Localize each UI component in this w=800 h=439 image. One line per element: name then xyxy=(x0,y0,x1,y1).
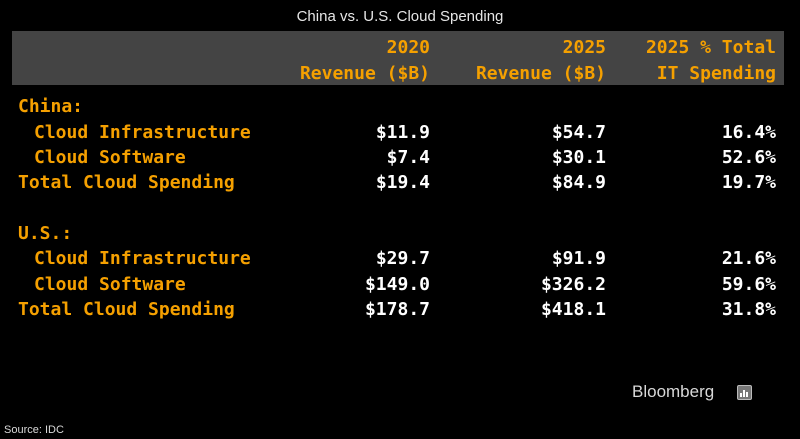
cell-2025: $30.1 xyxy=(551,147,606,168)
row-label: Cloud Software xyxy=(34,274,186,295)
header-pct-line1: 2025 % Total xyxy=(645,37,776,58)
table-row: Cloud Software $7.4 $30.1 52.6% xyxy=(0,145,800,171)
cell-2020: $178.7 xyxy=(364,299,430,320)
bloomberg-logo: Bloomberg xyxy=(632,382,715,401)
bloomberg-chart-icon xyxy=(737,385,752,400)
table-row: Cloud Infrastructure $11.9 $54.7 16.4% xyxy=(0,120,800,146)
row-label: Cloud Infrastructure xyxy=(34,122,251,143)
cell-2020: $149.0 xyxy=(364,274,430,295)
table-row: Cloud Infrastructure $29.7 $91.9 21.6% xyxy=(0,246,800,272)
header-pct-line2: IT Spending xyxy=(656,63,776,84)
cell-2020: $11.9 xyxy=(375,122,430,143)
cell-2025: $91.9 xyxy=(551,248,606,269)
header-2025-line2: Revenue ($B) xyxy=(475,63,606,84)
header-2020-line1: 2020 xyxy=(386,37,430,58)
row-label: Cloud Infrastructure xyxy=(34,248,251,269)
row-label: Total Cloud Spending xyxy=(18,172,235,193)
cell-pct: 19.7% xyxy=(721,172,776,193)
table-header-band xyxy=(12,31,784,85)
cell-pct: 16.4% xyxy=(721,122,776,143)
cell-pct: 31.8% xyxy=(721,299,776,320)
section-china: China: xyxy=(0,94,800,120)
cell-2020: $7.4 xyxy=(386,147,430,168)
cell-2020: $19.4 xyxy=(375,172,430,193)
header-2025-revenue: 2025 Revenue ($B) xyxy=(476,35,606,87)
table-row: Total Cloud Spending $178.7 $418.1 31.8% xyxy=(0,297,800,323)
cell-2025: $418.1 xyxy=(540,299,606,320)
header-2025-pct-it: 2025 % Total IT Spending xyxy=(646,35,776,87)
source-note: Source: IDC xyxy=(4,424,64,436)
cell-pct: 59.6% xyxy=(721,274,776,295)
row-label: Cloud Software xyxy=(34,147,186,168)
cell-pct: 21.6% xyxy=(721,248,776,269)
cell-2020: $29.7 xyxy=(375,248,430,269)
cell-2025: $326.2 xyxy=(540,274,606,295)
cell-pct: 52.6% xyxy=(721,147,776,168)
section-label: China: xyxy=(18,96,84,117)
header-2020-line2: Revenue ($B) xyxy=(299,63,430,84)
cell-2025: $54.7 xyxy=(551,122,606,143)
section-label: U.S.: xyxy=(18,223,73,244)
section-us: U.S.: xyxy=(0,221,800,247)
chart-title: China vs. U.S. Cloud Spending xyxy=(296,8,504,25)
row-label: Total Cloud Spending xyxy=(18,299,235,320)
table-row: Total Cloud Spending $19.4 $84.9 19.7% xyxy=(0,170,800,196)
table-row: Cloud Software $149.0 $326.2 59.6% xyxy=(0,272,800,298)
header-2025-line1: 2025 xyxy=(562,37,606,58)
header-2020-revenue: 2020 Revenue ($B) xyxy=(300,35,430,87)
cell-2025: $84.9 xyxy=(551,172,606,193)
